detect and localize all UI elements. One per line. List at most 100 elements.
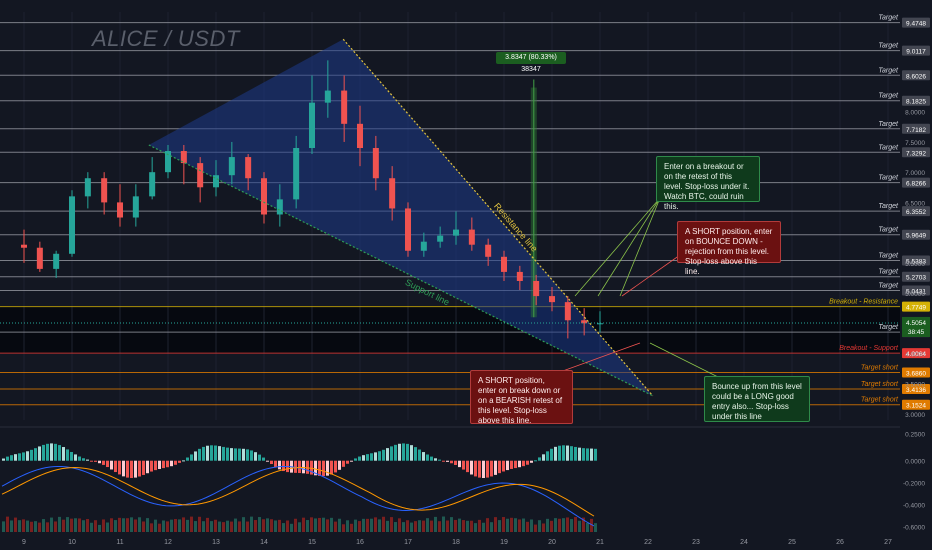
price-axis-tick: 6.5000 [905, 200, 925, 207]
volume-bar [426, 518, 429, 532]
volume-bar [122, 518, 125, 532]
volume-bar [582, 517, 585, 532]
volume-bar [182, 517, 185, 532]
volume-bar [302, 517, 305, 532]
volume-bar [574, 517, 577, 532]
candle-body [132, 196, 139, 218]
volume-bar [2, 521, 5, 532]
level-price-label: 3.1524 [906, 403, 926, 410]
macd-histogram-bar [34, 448, 37, 461]
macd-histogram-bar [506, 460, 509, 471]
level-price-tag [902, 255, 930, 266]
macd-histogram-bar [242, 448, 245, 461]
macd-histogram-bar [94, 460, 97, 462]
volume-bar [186, 519, 189, 532]
macd-histogram-bar [58, 445, 61, 461]
macd-histogram-bar [494, 460, 497, 475]
date-axis-tick: 18 [452, 539, 460, 546]
volume-bar [586, 522, 589, 532]
macd-histogram-bar [482, 460, 485, 479]
macd-histogram-bar [446, 460, 449, 462]
macd-histogram-bar [6, 456, 9, 461]
level-price-label: 5.5383 [906, 259, 926, 266]
macd-histogram-bar [390, 446, 393, 461]
volume-bar [6, 516, 9, 532]
volume-bar [438, 521, 441, 532]
volume-bar [102, 519, 105, 532]
volume-bar [442, 516, 445, 532]
volume-bar [406, 520, 409, 532]
price-axis-tick: 4.0000 [905, 352, 925, 359]
descending-triangle-pattern [148, 39, 653, 396]
volume-bar [222, 522, 225, 532]
volume-bar [162, 520, 165, 532]
note-connector [597, 197, 661, 297]
macd-histogram-bar [454, 460, 457, 465]
macd-histogram-bar [122, 460, 125, 477]
macd-histogram-bar [226, 447, 229, 461]
volume-bar [298, 522, 301, 532]
volume-bar [358, 521, 361, 532]
volume-bar [382, 516, 385, 532]
macd-histogram-bar [50, 443, 53, 461]
volume-bar [394, 522, 397, 532]
volume-bar [470, 520, 473, 532]
macd-histogram-bar [478, 460, 481, 478]
macd-axis-tick: 0.0000 [905, 459, 925, 466]
macd-axis-tick: 0.2500 [905, 431, 925, 438]
macd-histogram-bar [298, 460, 301, 474]
volume-bar [350, 523, 353, 532]
macd-histogram-bar [26, 451, 29, 461]
level-price-tag [902, 399, 930, 410]
macd-histogram-bar [222, 446, 225, 461]
macd-histogram-bar [450, 460, 453, 464]
candle-body [117, 202, 123, 218]
macd-histogram-bar [246, 449, 249, 461]
note-bounce-long: Bounce up from this level could be a LON… [704, 376, 810, 422]
note-short-bounce-down: A SHORT position, enter on BOUNCE DOWN -… [677, 221, 781, 276]
level-price-label: 8.6026 [906, 73, 926, 80]
volume-bar [310, 517, 313, 532]
volume-bar [594, 523, 597, 532]
macd-histogram-bar [354, 458, 357, 461]
macd-histogram-bar [182, 460, 185, 462]
volume-bar [258, 517, 261, 532]
volume-bar [226, 520, 229, 532]
macd-histogram-bar [370, 453, 373, 461]
volume-bar [566, 517, 569, 532]
volume-bar [494, 517, 497, 532]
volume-bar [522, 518, 525, 532]
macd-histogram-bar [554, 446, 557, 461]
date-axis-tick: 24 [740, 539, 748, 546]
date-axis-tick: 20 [548, 539, 556, 546]
volume-bar [30, 521, 33, 532]
macd-histogram-bar [350, 460, 353, 462]
macd-histogram-bar [314, 460, 317, 476]
level-price-label: 6.3552 [906, 209, 926, 216]
candle-body [149, 172, 156, 197]
volume-bar [334, 521, 337, 532]
macd-histogram-bar [110, 460, 113, 470]
date-axis-tick: 27 [884, 539, 892, 546]
macd-histogram-bar [174, 460, 177, 465]
macd-histogram-bar [146, 460, 149, 474]
macd-histogram-bar [346, 460, 349, 464]
candle-body [597, 323, 603, 325]
volume-bar [390, 517, 393, 532]
macd-histogram-bar [250, 450, 253, 461]
volume-bar [506, 518, 509, 532]
macd-histogram-bar [342, 460, 345, 467]
macd-histogram-bar [474, 460, 477, 477]
volume-bar [482, 522, 485, 532]
candle-body [228, 157, 235, 176]
candle-body [21, 244, 27, 248]
candle-body [357, 123, 363, 148]
volume-bar [398, 518, 401, 532]
date-axis-tick: 9 [22, 539, 26, 546]
macd-histogram-bar [258, 454, 261, 461]
volume-bar [386, 520, 389, 532]
level-price-label: 5.2703 [906, 275, 926, 282]
level-price-tag [902, 70, 930, 81]
candle-body [516, 271, 523, 281]
